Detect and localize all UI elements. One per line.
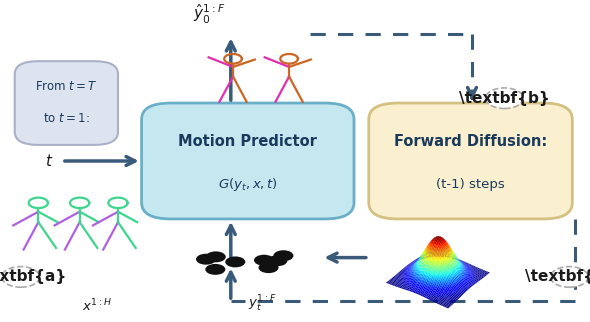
FancyBboxPatch shape xyxy=(15,61,118,145)
Text: From $t = T$: From $t = T$ xyxy=(35,80,98,93)
Text: $t$: $t$ xyxy=(45,153,53,169)
Circle shape xyxy=(254,255,274,266)
Circle shape xyxy=(550,267,588,287)
Circle shape xyxy=(225,256,245,267)
Text: (t-1) steps: (t-1) steps xyxy=(436,178,505,191)
Circle shape xyxy=(258,262,278,273)
Text: $x^{1:H}$: $x^{1:H}$ xyxy=(82,297,113,314)
Circle shape xyxy=(196,254,216,265)
Text: $\hat{y}_0^{1:F}$: $\hat{y}_0^{1:F}$ xyxy=(194,3,225,26)
Circle shape xyxy=(205,264,225,275)
Text: \textbf{c}: \textbf{c} xyxy=(525,270,590,284)
FancyBboxPatch shape xyxy=(142,103,354,219)
Circle shape xyxy=(273,250,293,261)
Text: Motion Predictor: Motion Predictor xyxy=(178,134,317,149)
Text: Forward Diffusion:: Forward Diffusion: xyxy=(394,134,547,149)
Circle shape xyxy=(486,88,523,109)
Text: \textbf{a}: \textbf{a} xyxy=(0,270,65,284)
Text: to $t = 1$:: to $t = 1$: xyxy=(43,112,90,125)
Text: $G(y_t, x, t)$: $G(y_t, x, t)$ xyxy=(218,176,278,193)
Circle shape xyxy=(2,267,40,287)
Text: \textbf{b}: \textbf{b} xyxy=(459,91,550,106)
Circle shape xyxy=(267,255,287,266)
FancyBboxPatch shape xyxy=(369,103,572,219)
Circle shape xyxy=(206,251,226,262)
Text: $y_t^{1:F}$: $y_t^{1:F}$ xyxy=(248,294,277,314)
